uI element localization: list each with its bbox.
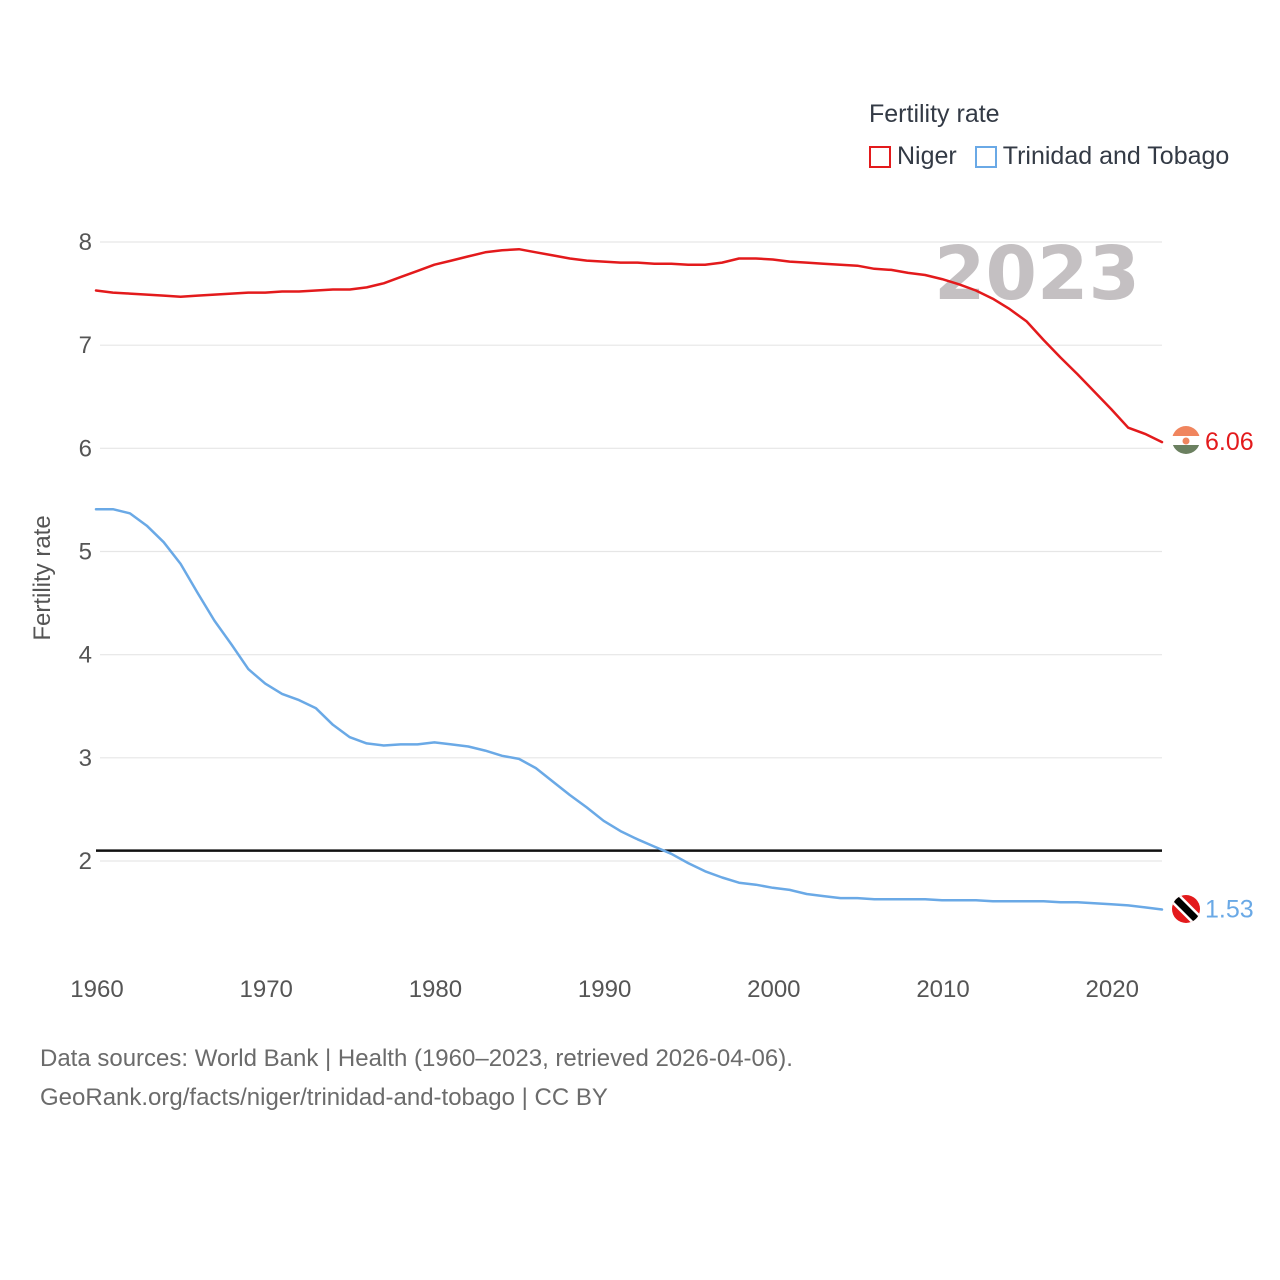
legend-label-trinidad-and-tobago: Trinidad and Tobago bbox=[1002, 142, 1230, 170]
legend-item-niger[interactable]: Niger bbox=[869, 142, 957, 171]
y-tick-label: 3 bbox=[79, 745, 92, 772]
x-tick-label: 2020 bbox=[1086, 976, 1139, 1003]
grid bbox=[100, 241, 1162, 862]
y-tick-label: 7 bbox=[79, 332, 92, 359]
series-line-trinidad-and-tobago bbox=[94, 507, 1164, 911]
y-tick-label: 2 bbox=[79, 848, 92, 875]
y-tick-label: 8 bbox=[79, 229, 92, 256]
y-tick-label: 4 bbox=[79, 642, 92, 669]
legend-title: Fertility rate bbox=[869, 100, 1000, 128]
legend: Niger Trinidad and Tobago bbox=[869, 142, 1247, 171]
legend-label-niger: Niger bbox=[897, 142, 957, 170]
x-tick-label: 1970 bbox=[240, 976, 293, 1003]
x-tick-label: 1960 bbox=[70, 976, 123, 1003]
x-tick-label: 2010 bbox=[916, 976, 969, 1003]
year-label: 2023 bbox=[934, 231, 1140, 317]
x-tick-label: 1990 bbox=[578, 976, 631, 1003]
end-label-niger: 6.06 bbox=[1205, 428, 1254, 456]
trinidad-and-tobago-flag-icon bbox=[1172, 895, 1200, 923]
x-tick-label: 1980 bbox=[409, 976, 462, 1003]
footer-sources: Data sources: World Bank | Health (1960–… bbox=[40, 1045, 793, 1072]
footer-link[interactable]: GeoRank.org/facts/niger/trinidad-and-tob… bbox=[40, 1084, 608, 1111]
niger-flag-icon bbox=[1172, 426, 1200, 454]
legend-swatch-niger bbox=[869, 145, 891, 168]
legend-item-trinidad-and-tobago[interactable]: Trinidad and Tobago bbox=[974, 142, 1230, 171]
y-axis-label: Fertility rate bbox=[29, 515, 56, 640]
series-group: 6.06 1.53 bbox=[94, 247, 1254, 923]
end-label-trinidad-and-tobago: 1.53 bbox=[1205, 895, 1254, 923]
y-axis-ticks: 2 3 4 5 6 7 8 bbox=[79, 229, 92, 875]
x-axis-ticks: 1960 1970 1980 1990 2000 2010 2020 bbox=[70, 976, 1139, 1003]
y-tick-label: 6 bbox=[79, 435, 92, 462]
series-line-niger bbox=[94, 247, 1164, 444]
x-tick-label: 2000 bbox=[747, 976, 800, 1003]
y-tick-label: 5 bbox=[79, 539, 92, 566]
legend-swatch-trinidad-and-tobago bbox=[974, 145, 997, 168]
